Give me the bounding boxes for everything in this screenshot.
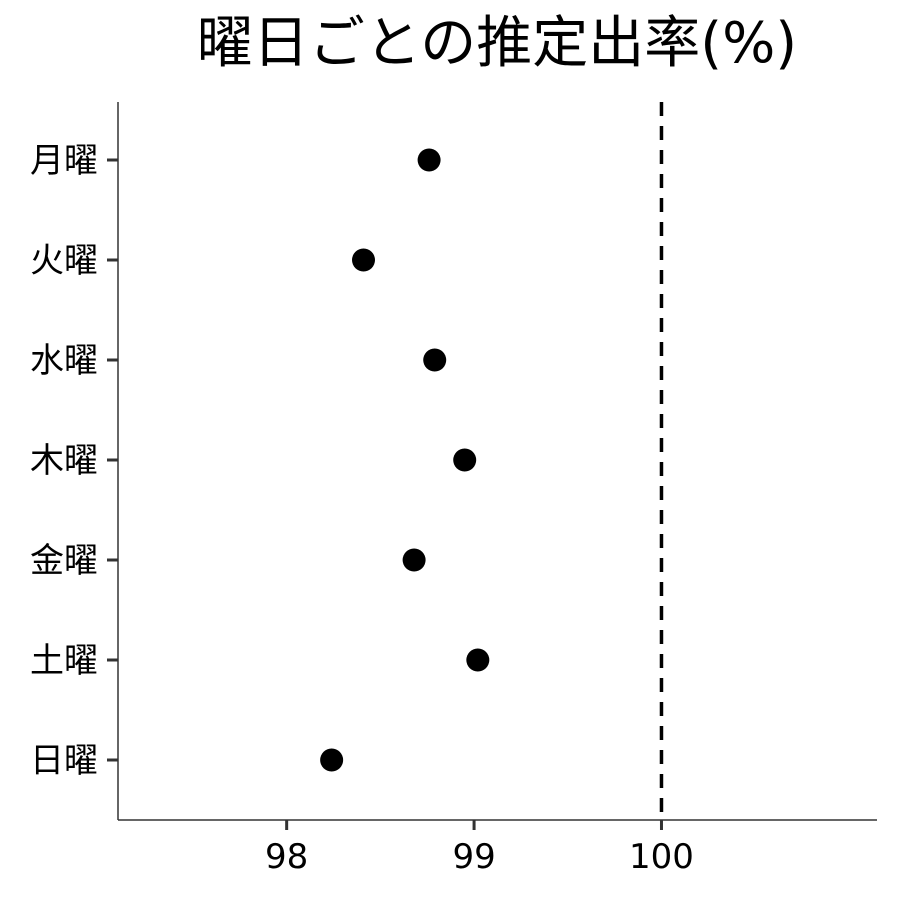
data-point [402, 548, 426, 572]
y-tick-label: 木曜 [30, 441, 98, 481]
chart-title: 曜日ごとの推定出率(%) [197, 11, 797, 76]
x-ticks: 98 99 100 [265, 820, 694, 877]
y-tick-label: 金曜 [30, 541, 98, 581]
x-tick-label: 99 [452, 837, 495, 877]
data-point [417, 148, 441, 172]
y-tick-label: 日曜 [30, 741, 98, 781]
x-tick-label: 100 [629, 837, 694, 877]
data-point [453, 448, 477, 472]
y-tick-label: 土曜 [30, 641, 98, 681]
data-point [320, 748, 344, 772]
data-point [352, 248, 376, 272]
y-tick-label: 水曜 [30, 341, 98, 381]
y-tick-label: 月曜 [30, 141, 98, 181]
x-tick-label: 98 [265, 837, 308, 877]
y-tick-label: 火曜 [30, 241, 98, 281]
data-point [423, 348, 447, 372]
data-points [320, 148, 490, 772]
data-point [466, 648, 490, 672]
